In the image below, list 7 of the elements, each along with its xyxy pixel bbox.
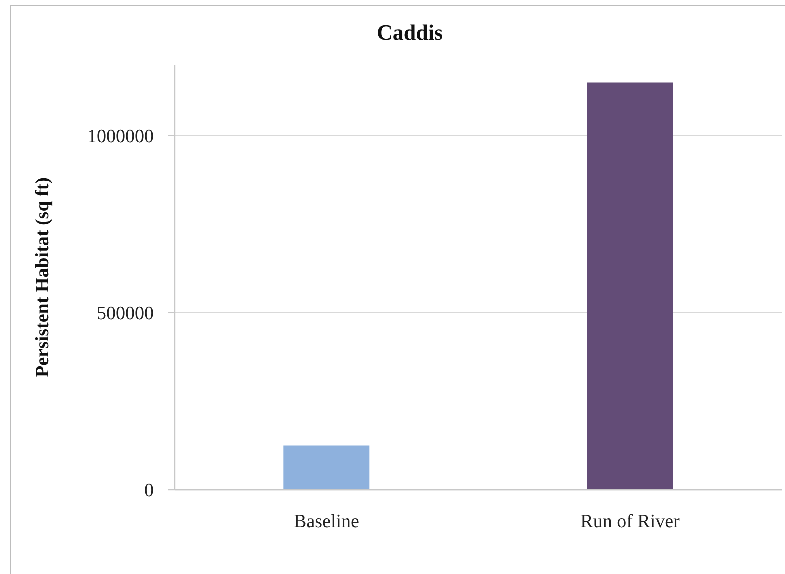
chart-title: Caddis (376, 20, 444, 46)
x-tick-label: Baseline (294, 511, 360, 532)
y-tick-label: 500000 (97, 304, 154, 325)
x-tick-label: Run of River (580, 511, 681, 532)
y-axis-title: Persistent Habitat (sq ft) (32, 178, 54, 378)
y-tick-label: 0 (144, 480, 154, 502)
y-tick-label: 1000000 (88, 126, 154, 148)
